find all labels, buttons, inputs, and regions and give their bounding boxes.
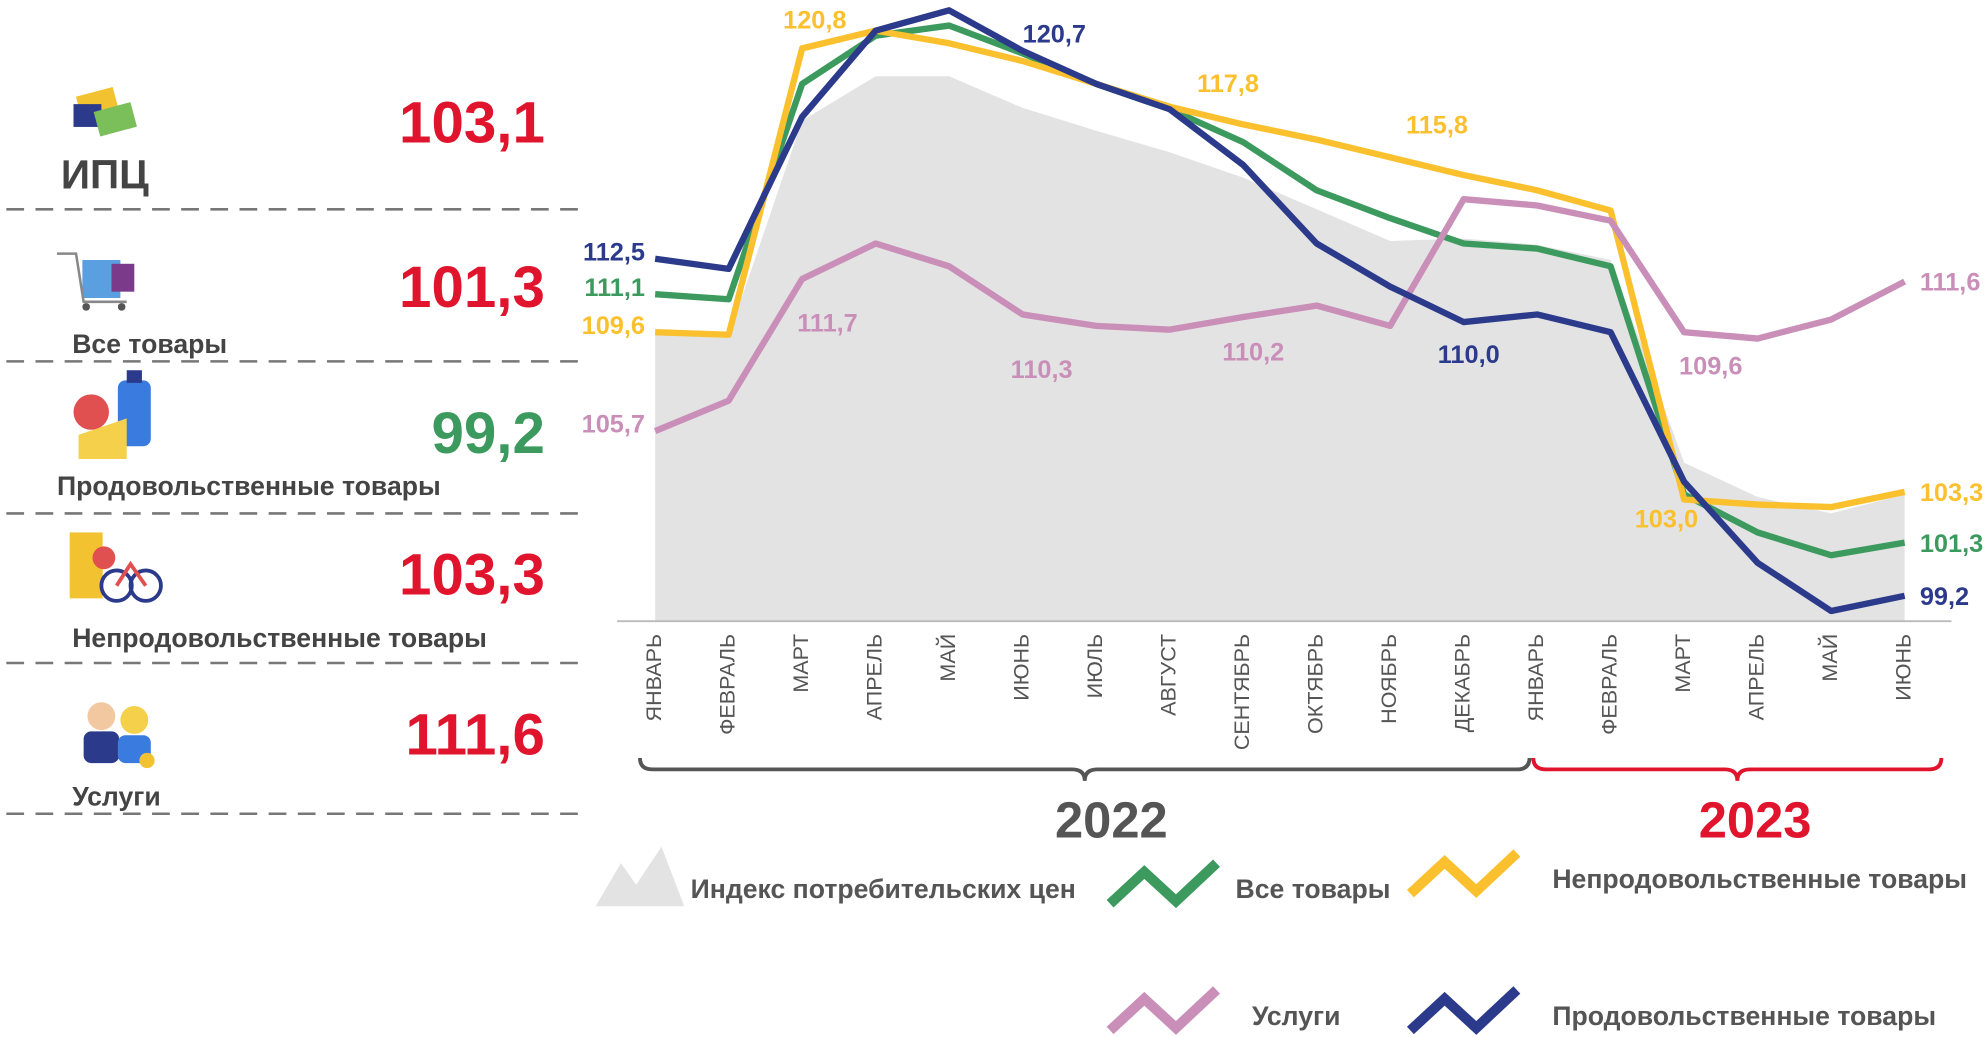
x-tick-label: МАРТ <box>1671 634 1695 693</box>
chart: 111,1 101,3 109,6 120,8 117,8 115,8 103,0 103,3… <box>582 6 1984 1030</box>
indicator-value: 103,3 <box>399 543 545 608</box>
indicator-value: 101,3 <box>399 255 545 320</box>
legend-icon <box>1110 990 1216 1031</box>
legend-label: Услуги <box>1252 1001 1340 1031</box>
data-label: 120,7 <box>1023 20 1086 48</box>
x-tick-label: ОКТЯБРЬ <box>1303 634 1327 734</box>
food-icon <box>73 370 150 459</box>
legend-label: Продовольственные товары <box>1552 1001 1936 1031</box>
x-tick-label: МАЙ <box>1817 634 1842 682</box>
data-label: 99,2 <box>1920 583 1969 611</box>
indicator-value: 103,1 <box>399 90 545 155</box>
data-label: 115,8 <box>1406 112 1468 140</box>
x-tick-label: ЯНВАРЬ <box>1524 634 1548 722</box>
data-label: 105,7 <box>582 411 645 439</box>
data-label: 111,6 <box>1920 269 1981 297</box>
x-tick-label: ФЕВРАЛЬ <box>1597 634 1621 735</box>
x-tick-label: АПРЕЛЬ <box>1744 634 1768 721</box>
data-label: 109,6 <box>1679 352 1742 380</box>
indicator-value: 99,2 <box>431 401 544 466</box>
x-tick-label: МАЙ <box>935 634 960 682</box>
data-label: 109,6 <box>582 312 645 340</box>
infographic: ИПЦ 103,1 Все товары 101,3 Продовольственные… <box>0 0 1987 1037</box>
legend-label: Индекс потребительских цен <box>691 874 1076 904</box>
data-label: 110,3 <box>1011 356 1073 384</box>
data-label: 110,0 <box>1438 341 1500 369</box>
x-tick-label: ИЮНЬ <box>1009 634 1033 701</box>
indicator-label: ИПЦ <box>61 151 149 197</box>
tags-icon <box>73 87 136 137</box>
data-label: 112,5 <box>583 238 645 266</box>
year-label: 2022 <box>1055 791 1168 848</box>
x-tick-label: ФЕВРАЛЬ <box>715 634 739 735</box>
data-label: 101,3 <box>1920 530 1983 558</box>
data-label: 103,3 <box>1920 479 1983 507</box>
data-label: 117,8 <box>1197 70 1259 98</box>
x-tick-label: ЯНВАРЬ <box>642 634 666 722</box>
indicator-label: Непродовольственные товары <box>72 623 487 653</box>
data-label: 110,2 <box>1222 338 1284 366</box>
x-tick-label: АПРЕЛЬ <box>862 634 886 721</box>
x-tick-label: ИЮЛЬ <box>1083 634 1107 699</box>
indicator-label: Продовольственные товары <box>57 471 441 501</box>
x-tick-label: АВГУСТ <box>1156 634 1180 716</box>
x-tick-label: ИЮНЬ <box>1891 634 1915 701</box>
year-brace <box>1533 758 1941 781</box>
legend-icon <box>1410 853 1516 894</box>
legend-icon <box>596 847 685 907</box>
legend-icon <box>1410 990 1516 1031</box>
x-tick-label: НОЯБРЬ <box>1377 634 1401 724</box>
x-tick-label: СЕНТЯБРЬ <box>1230 634 1254 750</box>
legend-label: Все товары <box>1236 874 1391 904</box>
data-label: 120,8 <box>783 6 846 34</box>
indicators: ИПЦ 103,1 Все товары 101,3 Продовольственные… <box>57 90 545 811</box>
goods-icon <box>70 532 161 600</box>
x-tick-label: ДЕКАБРЬ <box>1450 634 1474 732</box>
indicator-label: Услуги <box>72 782 160 812</box>
indicator-value: 111,6 <box>405 702 544 767</box>
legend-icon <box>1110 863 1216 904</box>
indicator-label: Все товары <box>72 329 227 359</box>
services-icon <box>84 702 155 768</box>
x-tick-label: МАРТ <box>789 634 813 693</box>
legend-label: Непродовольственные товары <box>1552 864 1967 894</box>
cart-icon <box>57 254 134 311</box>
year-brace <box>640 758 1530 781</box>
data-label: 111,1 <box>584 274 645 302</box>
data-label: 103,0 <box>1635 506 1698 534</box>
year-label: 2023 <box>1699 791 1812 848</box>
data-label: 111,7 <box>797 309 858 337</box>
